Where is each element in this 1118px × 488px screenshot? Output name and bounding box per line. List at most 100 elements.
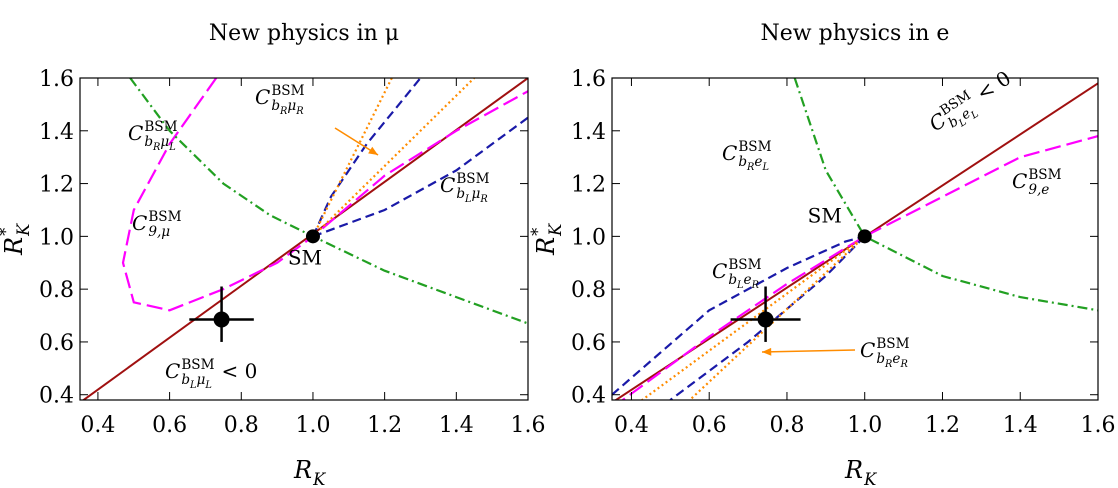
label-arrowhead — [762, 347, 772, 356]
curve-label-sup: BSM — [738, 139, 771, 155]
curve-label-sub-part: b — [271, 98, 280, 114]
curve-label-main: C — [128, 121, 143, 145]
y-axis-label-sup: * — [0, 228, 15, 236]
curve-label-sup: BSM — [1028, 167, 1061, 183]
y-axis-label-sub: K — [546, 223, 565, 237]
y-tick-label: 0.8 — [39, 278, 74, 303]
sm-point — [857, 229, 872, 244]
y-tick-label: 0.6 — [39, 331, 74, 356]
curve-label-suffix: < 0 — [222, 359, 258, 383]
curve-label-sub-part: R — [479, 194, 487, 205]
x-tick-label: 1.0 — [295, 413, 330, 438]
plot-area — [81, 78, 528, 400]
curve-label-sub: bReL — [738, 154, 769, 173]
y-axis-label: R*K — [0, 223, 33, 256]
curve-label-sub: 9,μ — [148, 224, 170, 240]
curve-label-sup: BSM — [876, 336, 909, 352]
curve-label-sub-part: R — [899, 359, 907, 370]
curve-label-main: C — [712, 259, 727, 283]
curve-label-sub-part: e — [892, 351, 900, 367]
y-tick-label: 1.0 — [571, 225, 606, 250]
y-axis-label-main: R — [532, 237, 560, 256]
curve-label-main: C — [440, 173, 455, 197]
measurement-point — [213, 311, 230, 328]
y-tick-label: 0.4 — [571, 384, 606, 409]
curve-label-sub-part: L — [736, 280, 744, 291]
curve-label-sub-part: b — [738, 154, 747, 170]
curve-label-sup: BSM — [144, 119, 177, 135]
curve-label-sub: bRμR — [271, 98, 303, 117]
y-tick-label: 1.4 — [571, 120, 606, 145]
y-axis-label: R*K — [528, 223, 565, 256]
curve-label-sub-part: L — [168, 142, 176, 153]
x-tick-label: 0.4 — [80, 413, 115, 438]
chart-title: New physics in μ — [209, 21, 399, 46]
measurement-point — [757, 311, 774, 328]
x-axis-label-main: R — [844, 456, 863, 484]
curve — [793, 78, 1098, 312]
curve-label-sub-part: R — [152, 142, 160, 153]
sm-label: SM — [288, 245, 322, 269]
x-tick-label: 1.4 — [1003, 413, 1038, 438]
plot-frame — [79, 77, 529, 401]
y-axis-label-sup: * — [528, 228, 547, 236]
curve-label-sub-part: R — [279, 106, 287, 117]
curve — [312, 78, 475, 238]
y-tick-label: 0.6 — [571, 331, 606, 356]
curve-label-sub-part: μ — [287, 98, 296, 114]
curve-label-sub: bLμR — [456, 186, 487, 205]
curve-label-sub-part: μ — [472, 186, 481, 202]
curve-label-sub-part: b — [181, 372, 190, 388]
curve-label-sub-part: b — [456, 186, 465, 202]
x-tick-label: 0.8 — [769, 413, 804, 438]
curve-label-main: C — [722, 141, 737, 165]
curve-label-sub-part: b — [144, 134, 153, 150]
curve-label-sub-part: L — [761, 162, 769, 173]
label-arrow — [761, 349, 856, 353]
sm-label: SM — [808, 203, 842, 227]
curve-label-sup: BSM — [271, 83, 304, 99]
curve — [640, 235, 866, 400]
y-tick-label: 1.2 — [571, 173, 606, 198]
x-tick-label: 0.6 — [152, 413, 187, 438]
curve-label-main: C — [165, 359, 180, 383]
y-axis-label-sub: K — [14, 223, 33, 237]
curve-label-sub-part: L — [204, 380, 212, 391]
curve-label-sub-part: 9,e — [1028, 182, 1049, 198]
curve — [121, 78, 528, 312]
x-tick-label: 0.4 — [614, 413, 649, 438]
curve-label-sub-part: R — [884, 359, 892, 370]
y-tick-label: 1.6 — [571, 67, 606, 92]
x-tick-label: 1.0 — [847, 413, 882, 438]
curve-label-sub: bRμL — [144, 134, 175, 153]
x-tick-label: 1.6 — [1081, 413, 1116, 438]
x-tick-label: 1.4 — [439, 413, 474, 438]
curve-label-sub-part: R — [295, 106, 303, 117]
curve-label-sup: BSM — [456, 171, 489, 187]
curve-label-sub-part: e — [754, 154, 762, 170]
y-tick-label: 1.2 — [39, 173, 74, 198]
sm-point — [305, 229, 320, 244]
x-axis-label-sub: K — [312, 470, 326, 488]
curve-label-sub-part: 9,μ — [148, 224, 170, 240]
x-axis-label-sub: K — [863, 470, 877, 488]
x-tick-label: 1.6 — [511, 413, 546, 438]
x-tick-label: 0.6 — [692, 413, 727, 438]
curve-label-sub: bLμL — [181, 372, 212, 391]
curve — [620, 135, 1098, 400]
y-tick-label: 1.6 — [39, 67, 74, 92]
curve-label-sub-part: b — [876, 351, 885, 367]
x-tick-label: 1.2 — [367, 413, 402, 438]
x-tick-label: 0.8 — [224, 413, 259, 438]
curve-label-main: C — [860, 338, 875, 362]
